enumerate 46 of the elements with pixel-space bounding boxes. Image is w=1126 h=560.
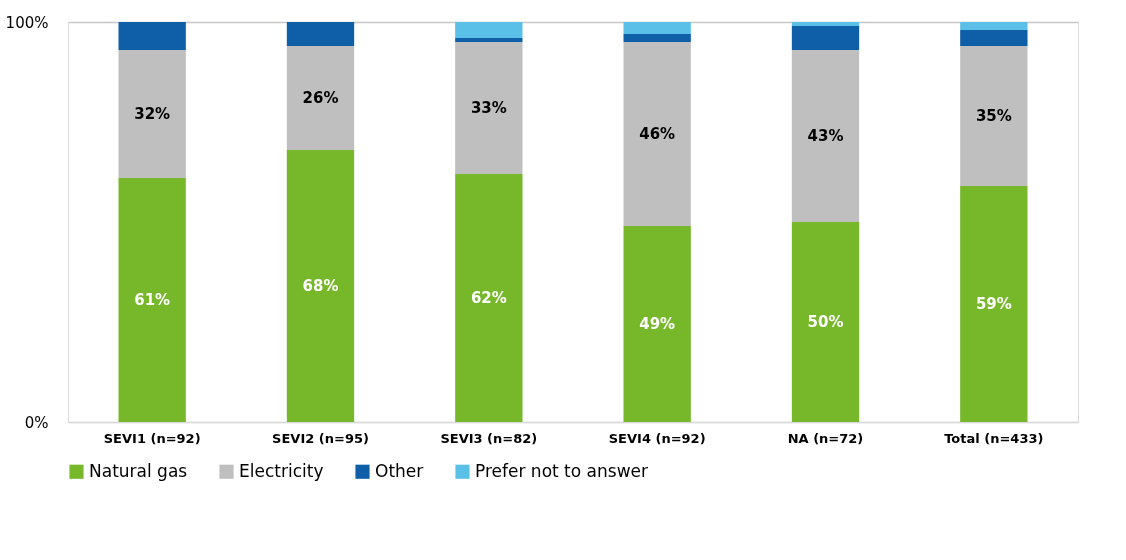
bar bbox=[960, 30, 1028, 46]
bar bbox=[286, 150, 355, 422]
data-label: 26% bbox=[302, 89, 339, 107]
data-label: 32% bbox=[134, 105, 171, 123]
data-label: 61% bbox=[134, 291, 171, 309]
bar bbox=[960, 186, 1028, 422]
bar bbox=[455, 174, 523, 422]
bar bbox=[118, 178, 186, 422]
bar bbox=[623, 34, 691, 42]
data-label: 62% bbox=[470, 289, 507, 307]
data-label: 50% bbox=[807, 313, 844, 331]
x-tick-label: SEVI1 (n=92) bbox=[103, 430, 201, 446]
data-label: 33% bbox=[470, 99, 507, 117]
bar bbox=[623, 226, 691, 422]
legend-label: Prefer not to answer bbox=[475, 460, 648, 481]
y-tick-label: 100% bbox=[5, 13, 49, 32]
bar bbox=[118, 22, 186, 50]
data-label: 35% bbox=[975, 107, 1012, 125]
y-tick-label: 0% bbox=[24, 413, 49, 432]
x-tick-label: Total (n=433) bbox=[944, 430, 1044, 446]
bar bbox=[286, 22, 355, 46]
x-tick-label: SEVI3 (n=82) bbox=[440, 430, 538, 446]
bar bbox=[791, 26, 860, 50]
bar bbox=[455, 22, 523, 38]
bar bbox=[623, 42, 691, 226]
data-label: 68% bbox=[302, 277, 339, 295]
bar bbox=[623, 22, 691, 34]
x-tick-label: SEVI4 (n=92) bbox=[608, 430, 706, 446]
bar bbox=[960, 46, 1028, 186]
bar bbox=[455, 38, 523, 42]
bar bbox=[791, 22, 860, 26]
bar bbox=[286, 46, 355, 150]
x-tick-label: SEVI2 (n=95) bbox=[272, 430, 369, 446]
legend-label: Natural gas bbox=[89, 460, 188, 481]
bar bbox=[118, 50, 186, 178]
bar bbox=[960, 22, 1028, 30]
data-label: 43% bbox=[807, 127, 844, 145]
bar bbox=[455, 42, 523, 174]
data-label: 49% bbox=[639, 315, 676, 333]
data-label: 59% bbox=[975, 295, 1012, 313]
x-tick-label: NA (n=72) bbox=[787, 430, 864, 446]
data-label: 46% bbox=[639, 125, 676, 143]
bar bbox=[791, 50, 860, 222]
legend-label: Electricity bbox=[239, 460, 324, 481]
legend-label: Other bbox=[375, 460, 424, 481]
bar bbox=[791, 222, 860, 422]
